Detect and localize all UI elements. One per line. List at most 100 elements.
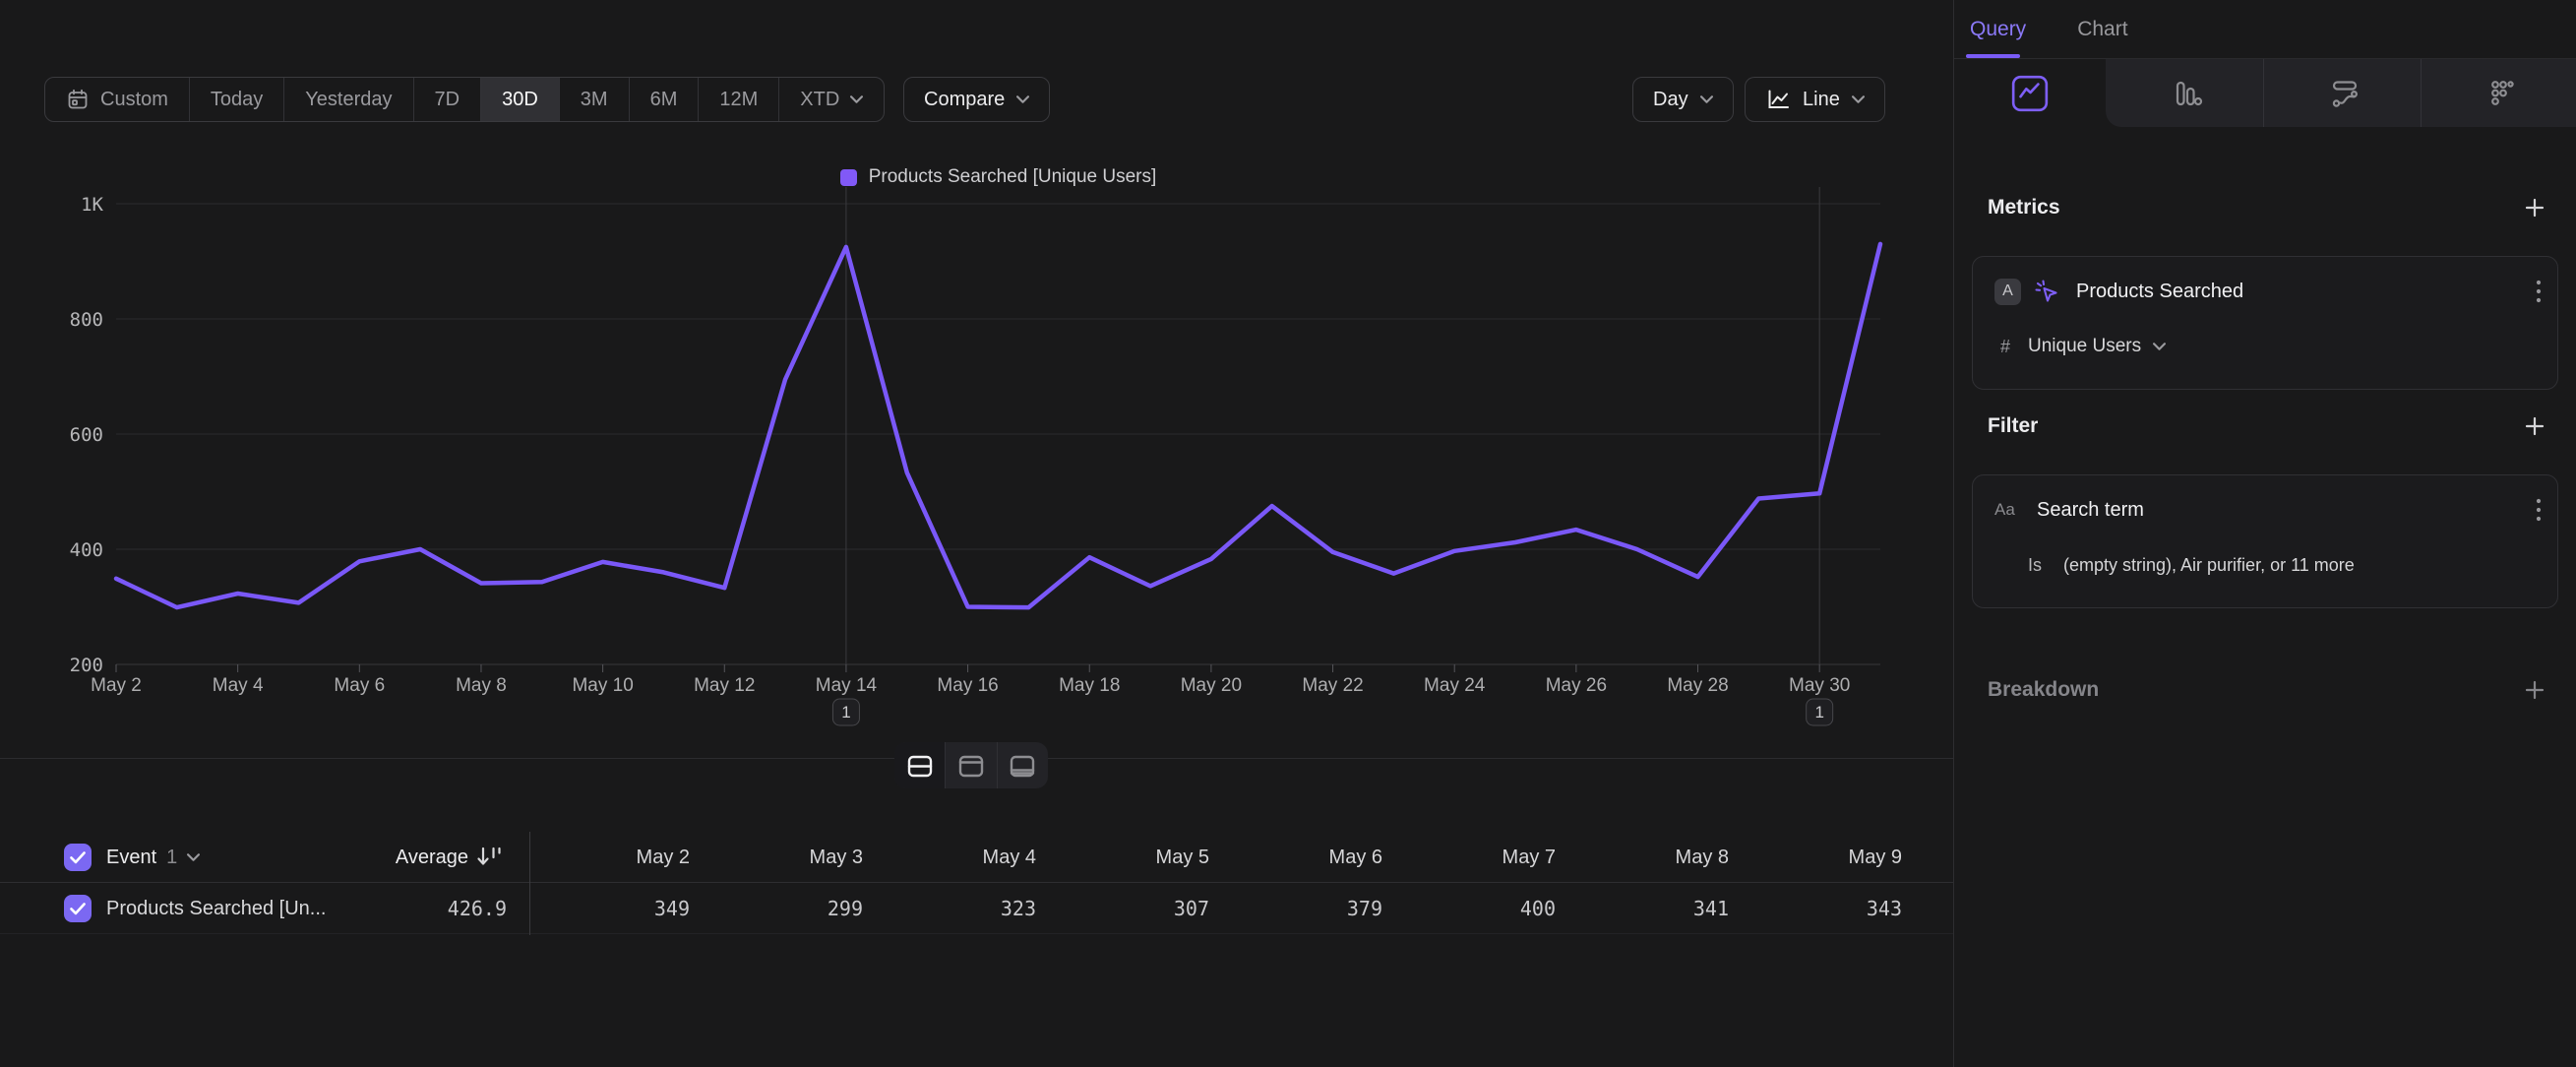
x-axis-label: May 18 [1059, 675, 1120, 696]
compare-button[interactable]: Compare [903, 77, 1050, 122]
chart-type-dropdown[interactable]: Line [1745, 77, 1885, 122]
date-range-control: Custom Today Yesterday 7D 30D 3M 6M 12M … [44, 77, 885, 122]
table-cell: 349 [517, 883, 690, 934]
metric-letter-badge: A [1994, 279, 2021, 305]
metric-event-name: Products Searched [2076, 281, 2243, 303]
layout-toggle-group [894, 742, 1048, 788]
check-icon [69, 849, 87, 865]
date-range-7d[interactable]: 7D [414, 78, 482, 121]
annotation-badge-label[interactable]: 1 [841, 703, 850, 722]
chevron-down-icon [2153, 343, 2166, 350]
x-axis-label: May 24 [1424, 675, 1486, 696]
query-sidebar: Query Chart [1953, 0, 2576, 1067]
filter-heading: Filter [1988, 414, 2038, 438]
filter-card[interactable]: Aa Search term Is (empty string), Air pu… [1972, 474, 2558, 608]
filter-operator[interactable]: Is [2028, 555, 2042, 576]
table-column-divider [529, 832, 530, 935]
filter-property-name: Search term [2037, 499, 2144, 522]
event-column-header[interactable]: Event 1 [106, 832, 200, 883]
events-table: Event 1 Average May 2May 3May 4May 5May … [0, 832, 1953, 936]
x-axis-label: May 30 [1789, 675, 1850, 696]
y-axis-label: 600 [70, 424, 103, 446]
filter-value[interactable]: (empty string), Air purifier, or 11 more [2063, 555, 2355, 576]
tab-retention[interactable] [2426, 59, 2576, 127]
select-all-checkbox[interactable] [64, 844, 92, 871]
chevron-down-icon [1852, 95, 1865, 103]
x-axis-label: May 26 [1546, 675, 1607, 696]
x-axis-label: May 12 [694, 675, 755, 696]
annotation-badge-label[interactable]: 1 [1814, 703, 1823, 722]
table-col-header: May 2 [517, 832, 690, 883]
layout-table-only-button[interactable] [997, 742, 1048, 788]
average-column-header[interactable]: Average [246, 832, 468, 883]
table-cell: 343 [1729, 883, 1902, 934]
interval-dropdown[interactable]: Day [1632, 77, 1734, 122]
date-range-6m[interactable]: 6M [630, 78, 700, 121]
filter-section-header: Filter [1988, 411, 2546, 441]
layout-chart-only-icon [956, 751, 986, 781]
calendar-icon [66, 88, 90, 111]
x-axis-label: May 22 [1302, 675, 1363, 696]
breakdown-section-header: Breakdown [1988, 675, 2546, 705]
metric-card[interactable]: A Products Searched # Unique Users [1972, 256, 2558, 390]
string-property-icon: Aa [1994, 500, 2026, 520]
analysis-type-tabs [1954, 59, 2576, 127]
layout-chart-only-button[interactable] [945, 742, 996, 788]
table-col-header: May 9 [1729, 832, 1902, 883]
metrics-section-header: Metrics [1988, 193, 2546, 222]
event-count: 1 [166, 847, 177, 869]
breakdown-heading: Breakdown [1988, 678, 2099, 702]
date-range-yesterday[interactable]: Yesterday [284, 78, 413, 121]
chevron-down-icon [1700, 95, 1713, 103]
date-range-3m[interactable]: 3M [560, 78, 630, 121]
add-filter-button[interactable] [2523, 414, 2546, 438]
table-cell: 400 [1382, 883, 1556, 934]
y-axis-label: 400 [70, 539, 103, 561]
tab-chart[interactable]: Chart [2077, 0, 2127, 58]
metric-menu-button[interactable] [2536, 279, 2542, 304]
date-range-30d[interactable]: 30D [481, 78, 560, 121]
date-range-today[interactable]: Today [190, 78, 284, 121]
tab-query[interactable]: Query [1970, 0, 2026, 58]
line-chart-icon [1765, 88, 1791, 111]
date-range-12m[interactable]: 12M [699, 78, 779, 121]
date-range-xtd[interactable]: XTD [779, 78, 884, 121]
toolbar: Custom Today Yesterday 7D 30D 3M 6M 12M … [0, 77, 1953, 122]
flows-icon [2326, 75, 2363, 112]
row-average-value: 426.9 [284, 883, 507, 934]
x-axis-label: May 14 [816, 675, 878, 696]
row-checkbox[interactable] [64, 895, 92, 922]
chevron-down-icon [850, 95, 863, 103]
table-cell: 341 [1556, 883, 1729, 934]
table-cell: 299 [690, 883, 863, 934]
layout-split-icon [905, 751, 935, 781]
chevron-down-icon [1016, 95, 1029, 103]
event-icon [2034, 279, 2060, 305]
add-breakdown-button[interactable] [2523, 678, 2546, 702]
tab-flows[interactable] [2269, 59, 2421, 127]
layout-split-button[interactable] [894, 742, 945, 788]
tab-funnels[interactable] [2112, 59, 2263, 127]
check-icon [69, 901, 87, 916]
x-axis-label: May 16 [937, 675, 998, 696]
table-col-header: May 3 [690, 832, 863, 883]
table-col-header: May 5 [1036, 832, 1209, 883]
y-axis-label: 800 [70, 309, 103, 331]
aggregation-type-icon: # [2000, 337, 2010, 357]
line-chart[interactable]: 2004006008001K11May 2May 4May 6May 8May … [0, 187, 1953, 738]
x-axis-label: May 4 [213, 675, 264, 696]
retention-icon [2484, 75, 2521, 112]
chevron-down-icon [187, 853, 200, 861]
tab-insights[interactable] [1954, 59, 2106, 127]
filter-menu-button[interactable] [2536, 497, 2542, 523]
series-line [116, 244, 1880, 607]
add-metric-button[interactable] [2523, 196, 2546, 220]
table-row: Products Searched [Un... 426.9 349299323… [0, 883, 1953, 934]
table-col-header: May 6 [1209, 832, 1382, 883]
sidebar-tabs: Query Chart [1954, 0, 2576, 59]
table-cell: 379 [1209, 883, 1382, 934]
date-range-custom[interactable]: Custom [45, 78, 190, 121]
aggregation-dropdown[interactable]: Unique Users [2028, 336, 2141, 357]
table-col-header: May 7 [1382, 832, 1556, 883]
sort-descending-icon[interactable] [476, 846, 504, 869]
